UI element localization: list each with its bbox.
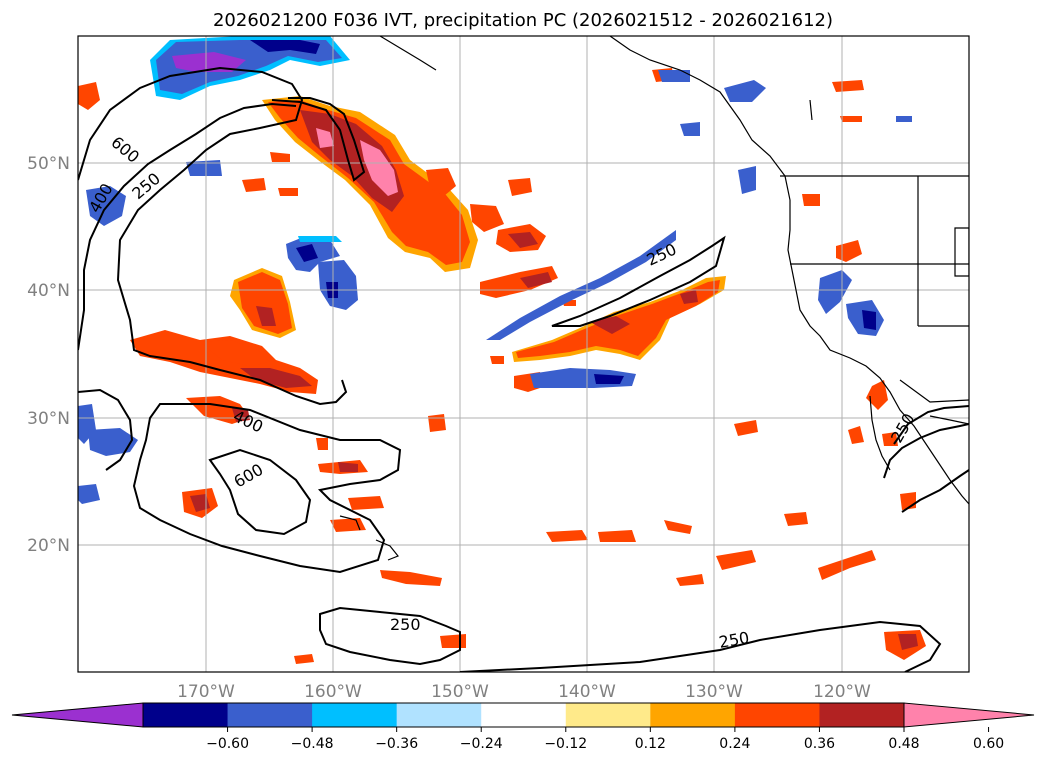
precip-negative-shading <box>78 36 912 504</box>
lon-tick-label: 160°W <box>304 682 362 702</box>
colorbar-swatch <box>481 703 567 727</box>
colorbar-tick-label: 0.36 <box>804 736 835 752</box>
colorbar-tick-label: −0.24 <box>460 736 503 752</box>
colorbar-tick-label: 0.60 <box>973 736 1004 752</box>
map-panel: 600 400 250 250 400 600 250 250 250 <box>77 35 970 673</box>
figure-title: 2026021200 F036 IVT, precipitation PC (2… <box>213 10 833 31</box>
lon-tick-label: 120°W <box>813 682 871 702</box>
lon-tick-label: 150°W <box>431 682 489 702</box>
colorbar-extend-high <box>903 702 1035 728</box>
colorbar-tick-label: 0.24 <box>719 736 750 752</box>
colorbar-swatch <box>650 703 736 727</box>
ivt-contours <box>78 66 969 672</box>
coastlines <box>339 36 969 561</box>
colorbar-tick-label: −0.36 <box>375 736 418 752</box>
colorbar-swatch <box>143 703 229 727</box>
contour-label: 250 <box>390 615 421 634</box>
colorbar-swatch <box>565 703 651 727</box>
lat-tick-label: 50°N <box>27 154 70 174</box>
colorbar-tick-label: 0.48 <box>888 736 919 752</box>
lat-tick-label: 30°N <box>27 409 70 429</box>
colorbar-tick-label: −0.60 <box>206 736 249 752</box>
colorbar-tick-label: −0.12 <box>544 736 587 752</box>
colorbar-tick-label: −0.48 <box>291 736 334 752</box>
lat-tick-labels: 50°N 40°N 30°N 20°N <box>27 154 70 556</box>
colorbar-tick-label: 0.12 <box>635 736 666 752</box>
colorbar-swatch <box>312 703 398 727</box>
colorbar-swatch <box>734 703 820 727</box>
lat-tick-label: 20°N <box>27 536 70 556</box>
precip-positive-shading <box>78 68 926 664</box>
lon-tick-labels: 170°W 160°W 150°W 140°W 130°W 120°W <box>177 682 871 702</box>
colorbar-swatch <box>819 703 905 727</box>
colorbar-swatch <box>396 703 482 727</box>
lat-tick-label: 40°N <box>27 281 70 301</box>
lon-tick-label: 130°W <box>685 682 743 702</box>
colorbar-extend-low <box>11 702 144 728</box>
colorbar-swatch <box>227 703 313 727</box>
map-frame <box>77 35 970 673</box>
colorbar-frame <box>142 702 905 728</box>
lon-tick-label: 170°W <box>177 682 235 702</box>
colorbar: −0.60 −0.48 −0.36 −0.24 −0.12 0.12 0.24 0.36 0.4… <box>11 702 1035 752</box>
gridlines <box>78 36 969 672</box>
lon-tick-label: 140°W <box>558 682 616 702</box>
